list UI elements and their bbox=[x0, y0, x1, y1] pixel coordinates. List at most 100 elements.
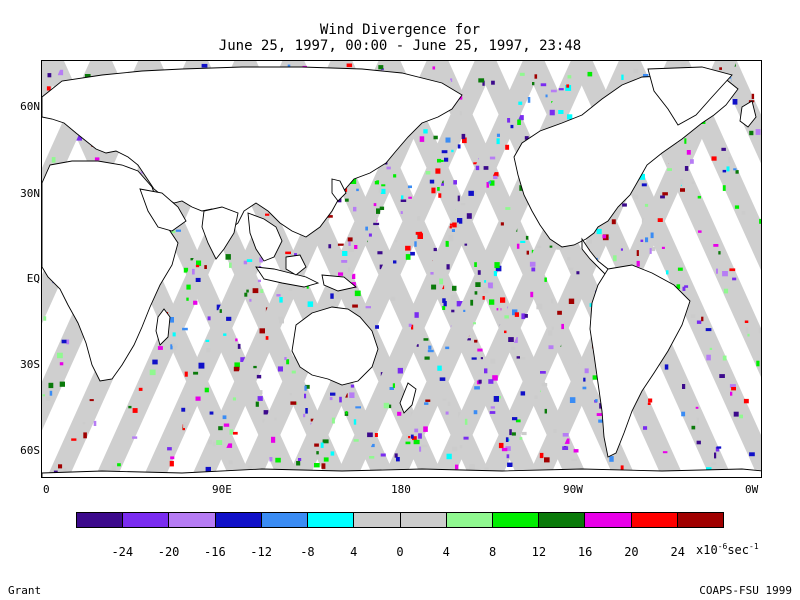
divergence-sample bbox=[406, 434, 410, 441]
divergence-sample bbox=[567, 257, 571, 261]
divergence-sample bbox=[530, 291, 534, 298]
antarctica-edge bbox=[42, 468, 761, 477]
divergence-sample bbox=[514, 312, 519, 317]
divergence-sample bbox=[193, 300, 198, 305]
divergence-sample bbox=[470, 299, 474, 306]
divergence-sample bbox=[680, 62, 687, 68]
divergence-sample bbox=[711, 156, 717, 161]
divergence-sample bbox=[551, 326, 554, 330]
divergence-sample bbox=[457, 144, 461, 149]
divergence-sample bbox=[417, 233, 423, 239]
divergence-sample bbox=[205, 339, 210, 342]
divergence-sample bbox=[445, 137, 451, 143]
divergence-sample bbox=[451, 309, 455, 313]
divergence-sample bbox=[473, 190, 477, 197]
divergence-sample bbox=[489, 180, 495, 186]
divergence-sample bbox=[715, 447, 720, 452]
divergence-sample bbox=[706, 354, 711, 361]
divergence-sample bbox=[410, 434, 414, 439]
divergence-sample bbox=[640, 239, 644, 242]
divergence-sample bbox=[489, 299, 495, 305]
divergence-sample bbox=[464, 418, 468, 425]
divergence-sample bbox=[515, 419, 521, 423]
divergence-sample bbox=[84, 74, 91, 77]
divergence-sample bbox=[383, 402, 389, 409]
divergence-sample bbox=[451, 149, 454, 153]
divergence-sample bbox=[347, 237, 353, 242]
divergence-sample bbox=[745, 327, 749, 334]
greenland bbox=[647, 66, 733, 126]
divergence-sample bbox=[169, 460, 174, 467]
divergence-sample bbox=[286, 359, 290, 365]
new-guinea bbox=[321, 274, 357, 292]
divergence-sample bbox=[549, 245, 553, 248]
divergence-sample bbox=[228, 460, 233, 465]
divergence-sample bbox=[478, 379, 482, 384]
divergence-sample bbox=[437, 365, 442, 371]
divergence-sample bbox=[170, 456, 175, 460]
swath-band bbox=[618, 61, 761, 378]
divergence-sample bbox=[648, 398, 653, 403]
divergence-sample bbox=[83, 432, 87, 439]
divergence-sample bbox=[255, 401, 259, 407]
divergence-sample bbox=[443, 301, 447, 307]
divergence-sample bbox=[452, 446, 458, 452]
divergence-sample bbox=[260, 289, 264, 293]
divergence-sample bbox=[718, 251, 721, 255]
divergence-sample bbox=[729, 268, 736, 272]
divergence-sample bbox=[63, 468, 67, 474]
divergence-sample bbox=[726, 78, 731, 84]
divergence-sample bbox=[517, 119, 521, 125]
divergence-sample bbox=[201, 63, 208, 68]
divergence-sample bbox=[259, 328, 265, 334]
divergence-sample bbox=[276, 294, 281, 297]
divergence-sample bbox=[168, 317, 174, 323]
divergence-sample bbox=[446, 264, 450, 270]
divergence-sample bbox=[548, 345, 554, 350]
divergence-sample bbox=[427, 349, 434, 353]
divergence-sample bbox=[563, 438, 570, 444]
divergence-sample bbox=[639, 173, 645, 180]
divergence-sample bbox=[544, 408, 547, 414]
divergence-sample bbox=[376, 180, 380, 183]
divergence-sample bbox=[172, 332, 176, 337]
divergence-sample bbox=[229, 429, 233, 435]
divergence-sample bbox=[43, 316, 47, 321]
divergence-sample bbox=[506, 454, 510, 459]
divergence-sample bbox=[373, 203, 377, 207]
divergence-sample bbox=[475, 282, 481, 287]
divergence-sample bbox=[183, 422, 187, 428]
divergence-sample bbox=[504, 315, 509, 319]
divergence-sample bbox=[256, 374, 262, 379]
divergence-sample bbox=[711, 462, 717, 465]
divergence-sample bbox=[186, 284, 191, 290]
divergence-sample bbox=[448, 235, 454, 242]
divergence-sample bbox=[729, 384, 736, 388]
divergence-sample bbox=[488, 181, 492, 184]
divergence-sample bbox=[450, 294, 457, 300]
divergence-sample bbox=[473, 162, 479, 165]
divergence-sample bbox=[733, 411, 739, 417]
divergence-sample bbox=[291, 370, 296, 374]
color-scale-tick-label: 8 bbox=[488, 545, 497, 559]
divergence-sample bbox=[684, 138, 687, 144]
divergence-sample bbox=[461, 133, 466, 139]
divergence-sample bbox=[296, 461, 301, 466]
divergence-sample bbox=[169, 230, 176, 234]
divergence-sample bbox=[487, 282, 493, 289]
divergence-sample bbox=[539, 452, 544, 459]
divergence-sample bbox=[647, 402, 651, 405]
divergence-sample bbox=[484, 467, 489, 473]
divergence-sample bbox=[71, 438, 77, 441]
divergence-sample bbox=[435, 168, 441, 174]
divergence-sample bbox=[596, 228, 602, 235]
divergence-sample bbox=[719, 374, 725, 378]
divergence-sample bbox=[208, 439, 212, 445]
divergence-sample bbox=[455, 464, 459, 470]
lon-label-90w: 90W bbox=[563, 483, 583, 496]
divergence-sample bbox=[520, 391, 526, 396]
divergence-sample bbox=[51, 157, 56, 163]
divergence-sample bbox=[636, 260, 640, 267]
divergence-sample bbox=[466, 213, 472, 219]
divergence-sample bbox=[335, 293, 340, 299]
